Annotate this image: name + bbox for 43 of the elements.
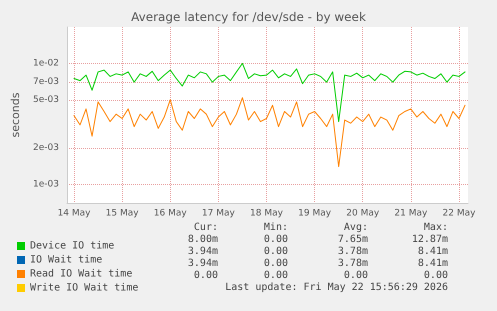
text: Max: (424, 222, 448, 233)
line-series (74, 62, 466, 122)
chart-title: Average latency for /dev/sde - by week (131, 10, 366, 24)
line-series (74, 97, 466, 168)
text: 3.94m (188, 258, 218, 269)
y-tick-label: 5e-03 (33, 94, 59, 105)
y-axis-title: seconds (9, 92, 22, 138)
text: 0.00 (194, 270, 218, 281)
text: 0.00 (424, 270, 448, 281)
text: 3.78m (338, 246, 368, 257)
text: 8.41m (418, 258, 448, 269)
y-tick-label: 1e-02 (33, 58, 59, 68)
text: Min: (264, 222, 288, 233)
text: Cur: (194, 222, 218, 233)
y-tick-label: 2e-03 (33, 142, 59, 153)
legend-label: Write IO Wait time (30, 282, 138, 294)
x-tick-label: 15 May (106, 208, 140, 218)
x-tick-label: 19 May (298, 208, 332, 218)
x-tick-label: 17 May (202, 208, 236, 218)
text: 0.00 (264, 234, 288, 245)
text: 0.00 (344, 270, 368, 281)
legend-label: Read IO Wait time (30, 268, 132, 280)
y-tick-label: 7e-03 (33, 77, 59, 88)
text: Avg: (344, 222, 368, 233)
x-tick-label: 22 May (442, 208, 476, 218)
legend-label: Device IO time (30, 240, 114, 252)
text: 0.00 (264, 258, 288, 269)
text: 7.65m (338, 234, 368, 245)
text: 12.87m (412, 234, 448, 245)
text: 0.00 (264, 246, 288, 257)
x-tick-label: 20 May (346, 208, 380, 218)
x-tick-label: 18 May (250, 208, 284, 218)
text: 0.00 (264, 270, 288, 281)
text: 8.00m (188, 234, 218, 245)
text: 8.41m (418, 246, 448, 257)
x-tick-label: 21 May (394, 208, 428, 218)
text: Last update: Fri May 22 15:56:29 2026 (225, 282, 448, 293)
x-tick-label: 14 May (58, 208, 92, 218)
text: 3.78m (338, 258, 368, 269)
y-tick-label: 1e-03 (33, 179, 59, 190)
x-tick-label: 16 May (154, 208, 188, 218)
text: 3.94m (188, 246, 218, 257)
legend-label: IO Wait time (30, 254, 102, 266)
